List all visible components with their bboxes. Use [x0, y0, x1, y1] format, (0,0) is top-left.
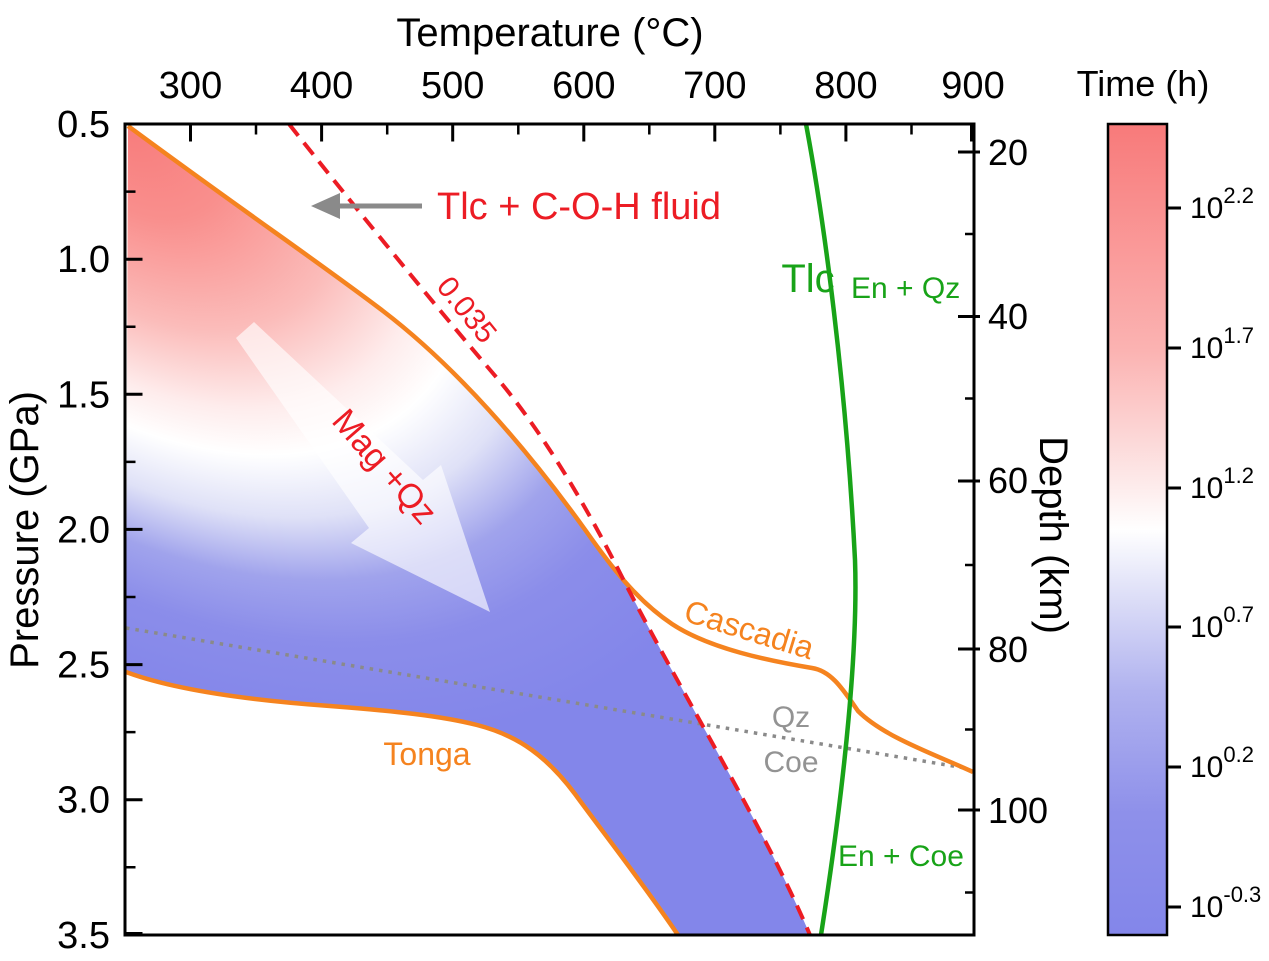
temp-tick-700: 700	[683, 65, 746, 107]
temperature-axis-title: Temperature (°C)	[396, 11, 703, 55]
depth-tick-100: 100	[988, 790, 1048, 831]
left-axis-minor-ticks	[126, 190, 136, 869]
colorbar-tick-label-4: 100.2	[1190, 742, 1254, 784]
pressure-tick-0-5: 0.5	[57, 104, 110, 146]
tonga-geotherm-line	[126, 669, 680, 934]
depth-tick-60: 60	[988, 460, 1028, 501]
colorbar-tick-label-1: 101.7	[1190, 323, 1254, 365]
time-contour-field-fill	[126, 126, 810, 934]
en-qz-label: En + Qz	[851, 272, 960, 305]
top-axis-tick-labels: 300 400 500 600 700 800 900	[159, 65, 1005, 107]
pressure-tick-2-0: 2.0	[57, 509, 110, 551]
cascadia-geotherm-line	[126, 125, 973, 775]
talc-breakdown-reaction-line	[803, 125, 858, 934]
tlc-label: Tlc	[781, 257, 834, 301]
temp-tick-900: 900	[941, 65, 1004, 107]
pressure-tick-1-5: 1.5	[57, 374, 110, 416]
temp-tick-800: 800	[814, 65, 877, 107]
depth-tick-20: 20	[988, 132, 1028, 173]
temp-tick-600: 600	[552, 65, 615, 107]
pressure-tick-1-0: 1.0	[57, 239, 110, 281]
pressure-tick-3-0: 3.0	[57, 780, 110, 822]
tlc-coh-fluid-label: Tlc + C-O-H fluid	[437, 186, 721, 228]
coe-label: Coe	[763, 746, 818, 779]
pressure-axis-title: Pressure (GPa)	[3, 391, 47, 669]
right-axis-tick-labels: 20 40 60 80 100	[988, 132, 1048, 831]
colorbar: Time (h) 102.2 101.7 101.2 100.7 100.2 1…	[1077, 63, 1261, 937]
colorbar-tick-label-3: 100.7	[1190, 602, 1254, 644]
en-coe-label: En + Coe	[838, 840, 964, 873]
mag-qz-arrow	[236, 322, 490, 612]
pressure-tick-3-5: 3.5	[57, 915, 110, 957]
fluid-release-arrow	[311, 193, 422, 219]
top-axis-major-ticks	[189, 125, 973, 142]
temp-tick-400: 400	[290, 65, 353, 107]
colorbar-gradient	[1106, 122, 1169, 937]
colorbar-tick-label-0: 102.2	[1190, 183, 1254, 225]
depth-tick-80: 80	[988, 629, 1028, 670]
left-axis-major-ticks	[126, 122, 143, 935]
depth-axis-title: Depth (km)	[1031, 436, 1075, 634]
colorbar-tick-label-2: 101.2	[1190, 463, 1254, 505]
fluid-contour-value-label: 0.035	[430, 270, 503, 349]
tonga-label: Tonga	[383, 736, 470, 772]
depth-tick-40: 40	[988, 296, 1028, 337]
colorbar-title: Time (h)	[1077, 63, 1210, 104]
pressure-tick-2-5: 2.5	[57, 645, 110, 687]
colorbar-ticks	[1167, 206, 1181, 909]
plot-frame	[123, 122, 976, 937]
top-axis-minor-ticks	[254, 125, 913, 135]
colorbar-tick-label-5: 10-0.3	[1190, 882, 1261, 924]
qz-label: Qz	[772, 701, 810, 734]
temp-tick-300: 300	[159, 65, 222, 107]
left-axis-tick-labels: 0.5 1.0 1.5 2.0 2.5 3.0 3.5	[57, 104, 110, 957]
right-axis-major-ticks	[958, 150, 980, 812]
right-axis-minor-ticks	[965, 232, 973, 894]
temp-tick-500: 500	[421, 65, 484, 107]
